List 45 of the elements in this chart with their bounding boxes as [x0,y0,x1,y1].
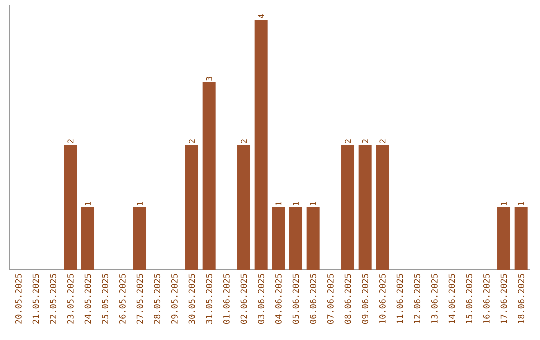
x-tick-label: 27.05.2025 [136,274,144,324]
x-tick-label: 26.05.2025 [119,274,126,324]
x-tick-label: 01.06.2025 [223,274,230,324]
x-tick-label: 18.06.2025 [518,274,525,324]
x-tick-label: 22.05.2025 [50,274,57,324]
x-tick-label: 06.06.2025 [310,274,317,324]
bar [358,145,372,270]
bar [202,82,216,270]
x-tick-label: 29.05.2025 [171,274,178,324]
bar [498,208,511,270]
bar [134,208,147,270]
bar [342,145,355,270]
bar [82,208,95,270]
x-tick-label: 16.06.2025 [483,274,490,324]
x-tick-label: 20.05.2025 [15,274,22,324]
x-tick-label: 08.06.2025 [344,274,352,324]
x-tick-label: 15.06.2025 [466,274,473,324]
x-tick-label: 23.05.2025 [67,274,74,324]
x-tick-label: 04.06.2025 [275,274,282,324]
x-tick-label: 05.06.2025 [292,274,300,324]
x-tick-label: 13.06.2025 [431,274,438,324]
x-tick-label: 11.06.2025 [396,274,404,324]
x-tick-label: 21.05.2025 [32,274,40,324]
bar [64,145,78,270]
x-tick-label: 14.06.2025 [448,274,456,324]
bar [290,208,303,270]
bar [238,145,251,270]
x-tick-label: 30.05.2025 [188,274,196,324]
bar [306,208,320,270]
x-tick-label: 02.06.2025 [240,274,248,324]
bar [514,208,528,270]
x-tick-label: 12.06.2025 [414,274,421,324]
x-tick-label: 09.06.2025 [362,274,369,324]
x-tick-label: 03.06.2025 [258,274,265,324]
x-tick-label: 24.05.2025 [84,274,92,324]
x-tick-label: 17.06.2025 [500,274,508,324]
bar [376,145,390,270]
x-tick-label: 25.05.2025 [102,274,109,324]
x-tick-label: 31.05.2025 [206,274,213,324]
x-tick-label: 10.06.2025 [379,274,386,324]
x-tick-label: 28.05.2025 [154,274,161,324]
bar [254,20,268,270]
x-tick-label: 07.06.2025 [327,274,334,324]
bar [186,145,199,270]
bar [272,208,286,270]
